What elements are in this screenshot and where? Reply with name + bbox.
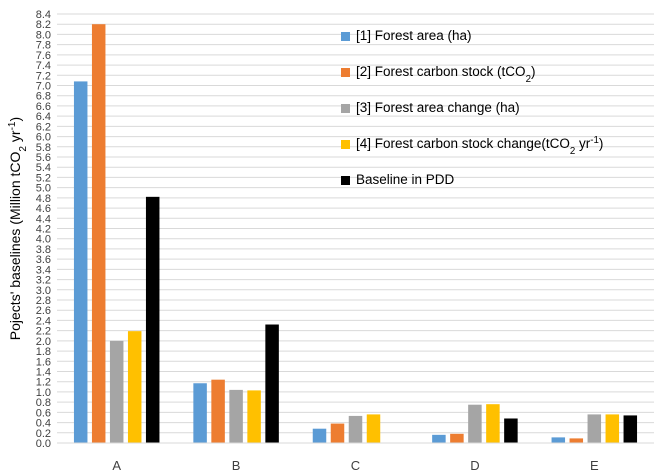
y-tick-label: 5.8 bbox=[36, 142, 51, 154]
y-tick-label: 4.8 bbox=[36, 193, 51, 205]
y-tick-label: 2.8 bbox=[36, 295, 51, 307]
bar-E-series-1 bbox=[551, 437, 566, 443]
y-tick-label: 6.8 bbox=[36, 91, 51, 103]
bar-A-series-2 bbox=[91, 24, 106, 444]
y-tick-label: 1.6 bbox=[36, 356, 51, 368]
bar-C-series-2 bbox=[330, 423, 345, 443]
y-tick-label: 4.2 bbox=[36, 224, 51, 236]
bar-D-series-2 bbox=[450, 433, 464, 443]
y-tick-label: 2.0 bbox=[36, 336, 51, 348]
legend-label: [3] Forest area change (ha) bbox=[356, 100, 520, 115]
legend-swatch bbox=[341, 140, 350, 149]
y-tick-label: 6.4 bbox=[36, 111, 51, 123]
bar-D-series-3 bbox=[468, 404, 482, 443]
y-tick-label: 0.4 bbox=[36, 418, 51, 430]
y-tick-label: 2.2 bbox=[36, 326, 51, 338]
bar-B-series-1 bbox=[193, 383, 207, 443]
legend-swatch bbox=[341, 68, 350, 77]
bar-E-series-3 bbox=[587, 414, 602, 443]
y-tick-label: 1.4 bbox=[36, 367, 51, 379]
bar-C-series-3 bbox=[348, 415, 363, 443]
legend-label: [2] Forest carbon stock (tCO2) bbox=[356, 64, 535, 85]
bar-B-series-3 bbox=[229, 389, 243, 443]
y-tick-label: 7.4 bbox=[36, 60, 51, 72]
y-tick-label: 1.8 bbox=[36, 346, 51, 358]
bar-D-series-5 bbox=[504, 418, 518, 443]
y-axis-tick-labels: 0.00.20.40.60.81.01.21.41.61.82.02.22.42… bbox=[36, 9, 51, 450]
legend-label: [4] Forest carbon stock change(tCO2 yr-1… bbox=[356, 135, 603, 157]
y-tick-label: 8.4 bbox=[36, 9, 51, 21]
y-tick-label: 3.6 bbox=[36, 254, 51, 266]
bar-D-series-1 bbox=[432, 434, 446, 443]
bar-A-series-5 bbox=[145, 196, 160, 443]
y-tick-label: 1.2 bbox=[36, 377, 51, 389]
legend-swatch bbox=[341, 104, 350, 113]
y-tick-label: 3.4 bbox=[36, 264, 51, 276]
y-tick-label: 0.6 bbox=[36, 407, 51, 419]
bar-A-series-3 bbox=[109, 340, 124, 443]
bar-B-series-5 bbox=[265, 324, 279, 443]
y-tick-label: 5.4 bbox=[36, 162, 51, 174]
x-axis-category-labels: A B C D E bbox=[112, 458, 599, 473]
y-tick-label: 4.6 bbox=[36, 203, 51, 215]
y-tick-label: 5.0 bbox=[36, 183, 51, 195]
y-tick-label: 0.0 bbox=[36, 438, 51, 450]
bar-C-series-1 bbox=[312, 428, 327, 443]
bar-D-series-4 bbox=[486, 404, 500, 443]
y-tick-label: 7.6 bbox=[36, 50, 51, 62]
legend-label: [1] Forest area (ha) bbox=[356, 28, 472, 43]
bar-B-series-2 bbox=[211, 379, 225, 443]
bar-A-series-1 bbox=[73, 81, 88, 443]
y-tick-label: 7.8 bbox=[36, 40, 51, 52]
y-tick-label: 5.6 bbox=[36, 152, 51, 164]
x-category-label: D bbox=[470, 458, 479, 473]
y-tick-label: 4.0 bbox=[36, 234, 51, 246]
x-category-label: A bbox=[112, 458, 121, 473]
legend: [1] Forest area (ha) [2] Forest carbon st… bbox=[341, 28, 603, 187]
bar-E-series-4 bbox=[605, 414, 620, 443]
y-tick-label: 4.4 bbox=[36, 213, 51, 225]
legend-label: Baseline in PDD bbox=[356, 172, 455, 187]
y-tick-label: 3.2 bbox=[36, 275, 51, 287]
bar-E-series-2 bbox=[569, 438, 584, 443]
x-category-label: B bbox=[232, 458, 241, 473]
y-tick-label: 0.2 bbox=[36, 428, 51, 440]
bar-A-series-4 bbox=[127, 331, 142, 443]
y-tick-label: 5.2 bbox=[36, 172, 51, 184]
bar-B-series-4 bbox=[247, 390, 261, 443]
legend-swatch bbox=[341, 176, 350, 185]
y-tick-label: 3.0 bbox=[36, 285, 51, 297]
y-tick-label: 6.2 bbox=[36, 121, 51, 133]
bars bbox=[73, 24, 638, 444]
y-tick-label: 3.8 bbox=[36, 244, 51, 256]
y-tick-label: 2.6 bbox=[36, 305, 51, 317]
x-category-label: E bbox=[590, 458, 599, 473]
x-category-label: C bbox=[351, 458, 360, 473]
bar-E-series-5 bbox=[623, 415, 638, 443]
y-tick-label: 7.0 bbox=[36, 81, 51, 93]
legend-swatch bbox=[341, 32, 350, 41]
y-tick-label: 8.2 bbox=[36, 19, 51, 31]
y-tick-label: 6.0 bbox=[36, 132, 51, 144]
y-tick-label: 6.6 bbox=[36, 101, 51, 113]
y-tick-label: 7.2 bbox=[36, 70, 51, 82]
y-tick-label: 2.4 bbox=[36, 315, 51, 327]
y-tick-label: 8.0 bbox=[36, 29, 51, 41]
y-tick-label: 1.0 bbox=[36, 387, 51, 399]
y-axis-title: Pojects' baselines (Million tCO2 yr-1) bbox=[7, 117, 29, 340]
y-tick-label: 0.8 bbox=[36, 397, 51, 409]
bar-C-series-4 bbox=[366, 414, 381, 443]
